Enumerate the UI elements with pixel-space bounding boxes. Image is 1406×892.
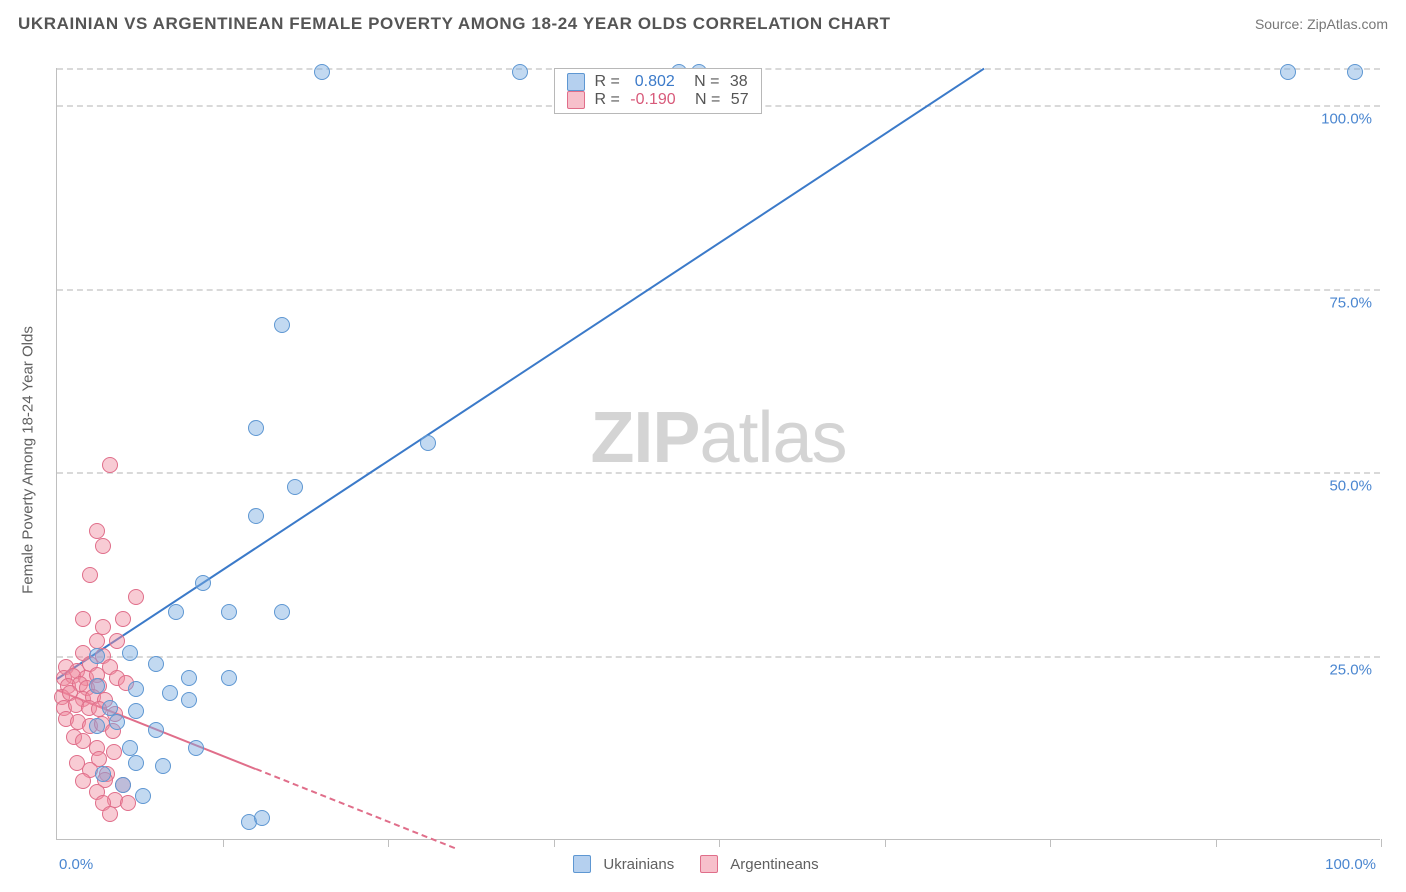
x-tick [554,839,555,847]
watermark-atlas: atlas [699,398,846,478]
scatter-point-blue [248,508,264,524]
r-value: -0.190 [630,91,675,109]
scatter-point-blue [181,692,197,708]
scatter-point-blue [109,714,125,730]
scatter-point-blue [115,777,131,793]
scatter-point-pink [89,633,105,649]
scatter-point-pink [128,589,144,605]
regression-line [255,768,454,849]
gridline-h [57,472,1380,474]
x-tick [719,839,720,847]
source-prefix: Source: [1255,16,1307,32]
legend-swatch [567,91,585,109]
scatter-point-blue [221,604,237,620]
scatter-point-pink [95,619,111,635]
scatter-point-blue [248,420,264,436]
legend-swatch [573,855,591,873]
scatter-point-blue [168,604,184,620]
scatter-point-blue [254,810,270,826]
scatter-point-pink [95,538,111,554]
x-tick-label: 0.0% [59,856,93,873]
y-tick-label: 100.0% [1321,110,1372,127]
chart-title: UKRAINIAN VS ARGENTINEAN FEMALE POVERTY … [18,14,891,34]
x-tick [388,839,389,847]
legend-swatch [567,73,585,91]
chart-area: Female Poverty Among 18-24 Year Olds ZIP… [20,48,1390,872]
n-value: 57 [731,91,749,109]
y-tick-label: 50.0% [1329,478,1372,495]
scatter-point-pink [82,567,98,583]
scatter-point-pink [120,795,136,811]
scatter-point-blue [128,681,144,697]
legend-item: Argentineans [700,855,818,873]
watermark-zip: ZIP [590,398,699,478]
scatter-point-pink [102,806,118,822]
legend-stats: R = 0.802 N = 38R = -0.190 N = 57 [554,68,762,114]
legend-item: Ukrainians [573,855,674,873]
x-tick [1216,839,1217,847]
scatter-point-blue [89,648,105,664]
scatter-point-blue [512,64,528,80]
scatter-point-blue [162,685,178,701]
scatter-point-blue [221,670,237,686]
n-value: 38 [730,73,748,91]
legend-label: Ukrainians [603,856,674,873]
y-tick-label: 75.0% [1329,294,1372,311]
legend-swatch [700,855,718,873]
plot-area: ZIPatlas 25.0%50.0%75.0%100.0%0.0%100.0%… [56,68,1380,840]
scatter-point-blue [181,670,197,686]
y-axis-label: Female Poverty Among 18-24 Year Olds [20,326,37,594]
gridline-h [57,656,1380,658]
scatter-point-blue [95,766,111,782]
scatter-point-pink [115,611,131,627]
scatter-point-blue [314,64,330,80]
scatter-point-blue [89,678,105,694]
scatter-point-blue [195,575,211,591]
scatter-point-pink [89,523,105,539]
scatter-point-blue [135,788,151,804]
x-tick [885,839,886,847]
legend-series: Ukrainians Argentineans [573,855,818,873]
x-tick [1050,839,1051,847]
r-value: 0.802 [635,73,675,91]
scatter-point-blue [148,656,164,672]
x-tick [1381,839,1382,847]
scatter-point-blue [274,604,290,620]
scatter-point-blue [122,740,138,756]
y-tick-label: 25.0% [1329,662,1372,679]
scatter-point-pink [102,457,118,473]
scatter-point-blue [128,755,144,771]
scatter-point-blue [287,479,303,495]
scatter-point-blue [1347,64,1363,80]
scatter-point-blue [89,718,105,734]
scatter-point-pink [106,744,122,760]
regression-line [56,68,984,680]
legend-stats-row: R = 0.802 N = 38 [567,73,749,91]
scatter-point-blue [102,700,118,716]
source-name: ZipAtlas.com [1307,16,1388,32]
scatter-point-pink [75,611,91,627]
x-tick [223,839,224,847]
scatter-point-blue [1280,64,1296,80]
gridline-h [57,289,1380,291]
scatter-point-blue [122,645,138,661]
chart-source: Source: ZipAtlas.com [1255,16,1388,32]
scatter-point-blue [128,703,144,719]
scatter-point-blue [155,758,171,774]
scatter-point-blue [148,722,164,738]
scatter-point-blue [420,435,436,451]
legend-label: Argentineans [730,856,818,873]
x-tick-label: 100.0% [1325,856,1376,873]
watermark: ZIPatlas [590,397,846,479]
legend-stats-row: R = -0.190 N = 57 [567,91,749,109]
scatter-point-blue [274,317,290,333]
scatter-point-blue [188,740,204,756]
